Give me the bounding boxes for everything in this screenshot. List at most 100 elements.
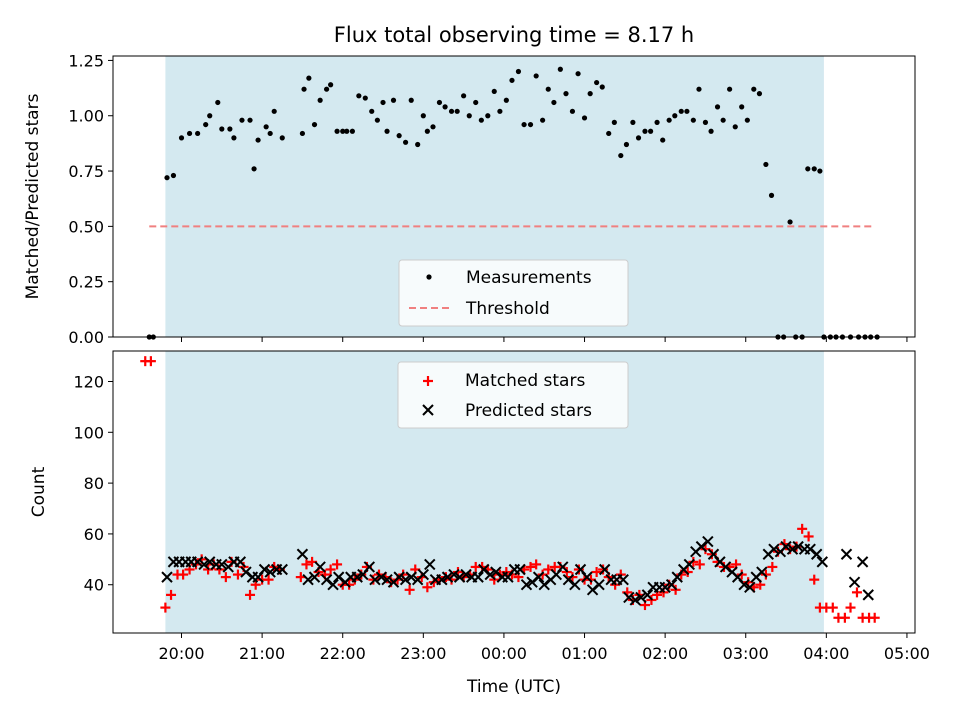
predicted-star-point: [484, 568, 496, 581]
measurement-point: [323, 86, 330, 92]
predicted-star-point: [441, 571, 454, 583]
matched-star-point: [736, 569, 747, 580]
measurement-point: [545, 86, 551, 92]
measurement-point: [186, 130, 193, 137]
x-tick-label: 23:00: [400, 644, 446, 663]
measurement-point: [408, 97, 414, 103]
matched-star-point: [827, 602, 838, 613]
predicted-star-point: [598, 563, 611, 576]
predicted-star-point: [216, 558, 228, 571]
measurement-point: [744, 117, 750, 123]
measurement-point: [267, 130, 273, 137]
predicted-star-point: [848, 576, 861, 588]
measurement-point: [219, 126, 225, 132]
predicted-star-point: [744, 581, 756, 593]
measurement-point: [569, 108, 576, 114]
matched-star-point: [220, 572, 231, 583]
legend-plus-marker: [423, 376, 433, 386]
measurement-point: [672, 113, 678, 119]
predicted-star-point: [405, 571, 417, 583]
predicted-star-point: [436, 573, 448, 586]
measurement-point: [430, 124, 436, 130]
predicted-star-point: [738, 579, 750, 591]
matched-star-point: [232, 569, 243, 580]
predicted-star-point: [786, 543, 799, 555]
measurement-point: [551, 99, 557, 106]
matched-star-point: [598, 564, 609, 575]
matched-star-point: [356, 569, 367, 580]
measurement-point: [448, 108, 455, 114]
measurement-point: [231, 135, 237, 141]
bottom-y-tick-label: 120: [73, 372, 104, 391]
predicted-star-point: [276, 563, 288, 576]
predicted-star-point: [191, 556, 204, 568]
measurement-point: [708, 128, 714, 134]
top-y-tick-label: 0.75: [68, 162, 104, 181]
measurement-point: [473, 99, 479, 106]
measurement-point: [720, 117, 726, 123]
measurement-point: [356, 93, 362, 99]
measurement-point: [461, 93, 467, 99]
bottom-y-ticks: 40 60 80 100 120: [73, 372, 113, 595]
measurement-point: [690, 117, 696, 123]
bottom-plot-frame: [112, 350, 916, 634]
matched-star-point: [263, 574, 274, 585]
measurement-point: [299, 130, 306, 137]
measurement-point: [503, 97, 509, 103]
measurement-point: [349, 128, 355, 134]
measurement-point: [587, 91, 593, 97]
predicted-star-point: [198, 558, 210, 571]
measurement-point: [581, 115, 588, 121]
predicted-star-point: [369, 573, 381, 586]
top-y-tick-label: 0.00: [68, 328, 104, 347]
legend-label-matched-stars: Matched stars: [465, 371, 585, 391]
measurement-point: [739, 104, 745, 110]
measurement-point: [654, 119, 660, 125]
measurement-point: [384, 128, 390, 134]
matched-star-point: [245, 589, 256, 600]
top-panel: 0.00 0.25 0.50 0.75 1.00 1.25 Flux total obse…: [23, 23, 916, 347]
measurement-point: [557, 66, 563, 72]
predicted-star-point: [840, 548, 853, 560]
matched-star-point: [440, 572, 451, 583]
bottom-y-tick-label: 100: [73, 423, 104, 442]
measurement-point: [344, 128, 350, 134]
measurement-point: [247, 117, 253, 123]
measurement-point: [763, 161, 769, 168]
measurement-point: [533, 73, 539, 79]
predicted-star-point: [532, 571, 545, 583]
bottom-y-tick-label: 40: [84, 576, 104, 595]
x-tick-label: 04:00: [803, 644, 849, 663]
measurement-point: [402, 139, 409, 145]
measurement-point: [396, 133, 402, 139]
matched-star-point: [688, 556, 699, 567]
measurement-points: [146, 66, 880, 340]
measurement-point: [466, 113, 472, 119]
measurement-point: [485, 113, 491, 119]
measurement-point: [263, 124, 269, 130]
measurement-point: [611, 119, 617, 125]
measurement-point: [415, 141, 421, 148]
measurement-point: [311, 121, 318, 128]
matched-star-point: [404, 584, 415, 595]
measurement-point: [340, 128, 346, 134]
predicted-star-point: [856, 556, 869, 568]
top-y-tick-label: 1.25: [68, 51, 104, 70]
matched-star-point: [531, 559, 542, 570]
matched-star-point: [525, 561, 536, 572]
matched-star-point: [166, 589, 177, 600]
predicted-star-point: [780, 540, 792, 553]
top-y-tick-label: 0.50: [68, 217, 104, 236]
predicted-star-point: [593, 579, 605, 591]
measurement-point: [521, 121, 527, 128]
measurement-point: [751, 86, 757, 92]
bottom-y-tick-label: 60: [84, 525, 104, 544]
legend-marker-predicted-stars: [422, 404, 434, 416]
measurement-point: [648, 128, 654, 134]
measurement-point: [575, 71, 581, 77]
measurement-point: [369, 108, 375, 114]
predicted-star-point: [393, 571, 405, 583]
measurement-point: [540, 117, 546, 123]
x-tick-label: 03:00: [723, 644, 769, 663]
legend-label-predicted-stars: Predicted stars: [465, 401, 592, 421]
